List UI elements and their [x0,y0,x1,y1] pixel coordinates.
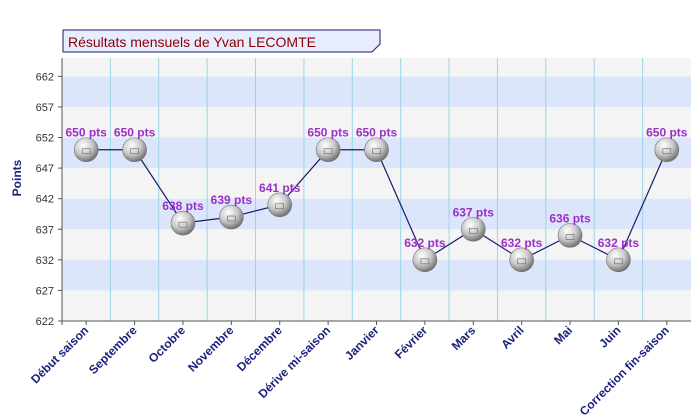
y-tick-label: 662 [36,71,54,83]
plot-band [62,229,691,260]
y-tick-label: 647 [36,163,54,175]
x-tick-label: Février [392,323,430,361]
data-point-ball [315,137,341,163]
data-point-ball [364,137,389,163]
data-label: 638 pts [162,199,204,213]
data-label: 637 pts [453,205,495,219]
data-point-emblem [81,148,91,155]
data-point-ball [73,137,99,163]
y-tick-label: 652 [36,133,54,145]
plot-band [62,259,691,291]
plot-band [62,58,691,77]
data-label: 639 pts [211,193,253,207]
data-point-emblem [178,221,188,228]
data-point-emblem [662,148,672,155]
x-tick-label: Début saison [28,323,91,386]
data-point [460,216,486,242]
data-point [170,210,196,236]
data-point-ball [219,204,244,230]
y-tick-label: 632 [36,255,54,267]
y-tick-label: 622 [36,316,54,328]
plot-band [62,76,691,107]
plot-band [62,168,691,199]
data-point-emblem [565,234,575,240]
x-tick-label: Mars [449,323,479,353]
x-tick-label: Mai [551,323,575,347]
x-tick-label: Correction fin-saison [577,323,672,418]
data-point-emblem [372,148,381,155]
data-point-emblem [468,227,478,234]
data-label: 636 pts [549,211,591,225]
data-point [557,223,583,248]
data-point-ball [606,247,631,273]
data-point [219,204,244,230]
data-point-ball [557,223,583,248]
data-point-emblem [323,148,333,155]
chart-title: Résultats mensuels de Yvan LECOMTE [68,34,316,50]
data-label: 650 pts [307,126,349,140]
y-tick-label: 657 [36,102,54,114]
data-point-ball [267,192,293,218]
x-tick-label: Janvier [342,323,382,363]
data-point [364,137,389,163]
x-tick-label: Novembre [185,323,237,375]
data-point [122,137,147,163]
title-box [62,29,381,53]
vertical-gridlines [109,58,644,321]
data-point [412,247,438,273]
data-labels: 650 pts 650 pts 638 pts 639 pts 641 pts 650 p… [66,126,688,250]
x-tick-label: Avril [498,323,526,351]
data-point-emblem [420,258,430,265]
x-tick-label: Décembre [234,323,285,374]
y-tick-labels: 622 627 632 637 642 647 652 657 662 [36,71,62,328]
plot-band [62,290,691,321]
data-points [73,137,680,273]
data-label: 650 pts [646,126,688,140]
y-tick-label: 637 [36,224,54,236]
data-point-ball [460,216,486,242]
data-point [267,192,293,218]
plot-bands [62,58,691,321]
y-axis-label: Points [10,159,24,196]
data-label: 632 pts [598,236,640,250]
axes [58,58,691,325]
data-label: 650 pts [356,126,398,140]
data-point-ball [412,247,438,273]
data-label: 632 pts [404,236,446,250]
data-label: 650 pts [114,126,156,140]
data-point [509,247,534,273]
data-label: 641 pts [259,181,301,195]
data-point [315,137,341,163]
data-point-emblem [614,258,623,265]
data-point-emblem [517,258,526,265]
data-point-emblem [275,203,285,210]
x-tick-label: Octobre [146,323,189,366]
data-point-ball [509,247,534,273]
x-tick-label: Septembre [86,323,140,377]
chart-title-box: Résultats mensuels de Yvan LECOMTE [62,29,381,53]
data-point-ball [122,137,147,163]
data-point-ball [170,210,196,236]
x-tick-label: Juin [596,323,623,350]
plot-band [62,198,691,230]
data-point [606,247,631,273]
y-tick-label: 627 [36,285,54,297]
data-point-emblem [227,215,236,222]
data-point [73,137,99,163]
y-tick-label: 642 [36,194,54,206]
data-label: 632 pts [501,236,543,250]
data-point [654,137,680,163]
data-point-emblem [130,148,139,155]
data-label: 650 pts [66,126,108,140]
plot-band [62,106,691,138]
data-point-ball [654,137,680,163]
